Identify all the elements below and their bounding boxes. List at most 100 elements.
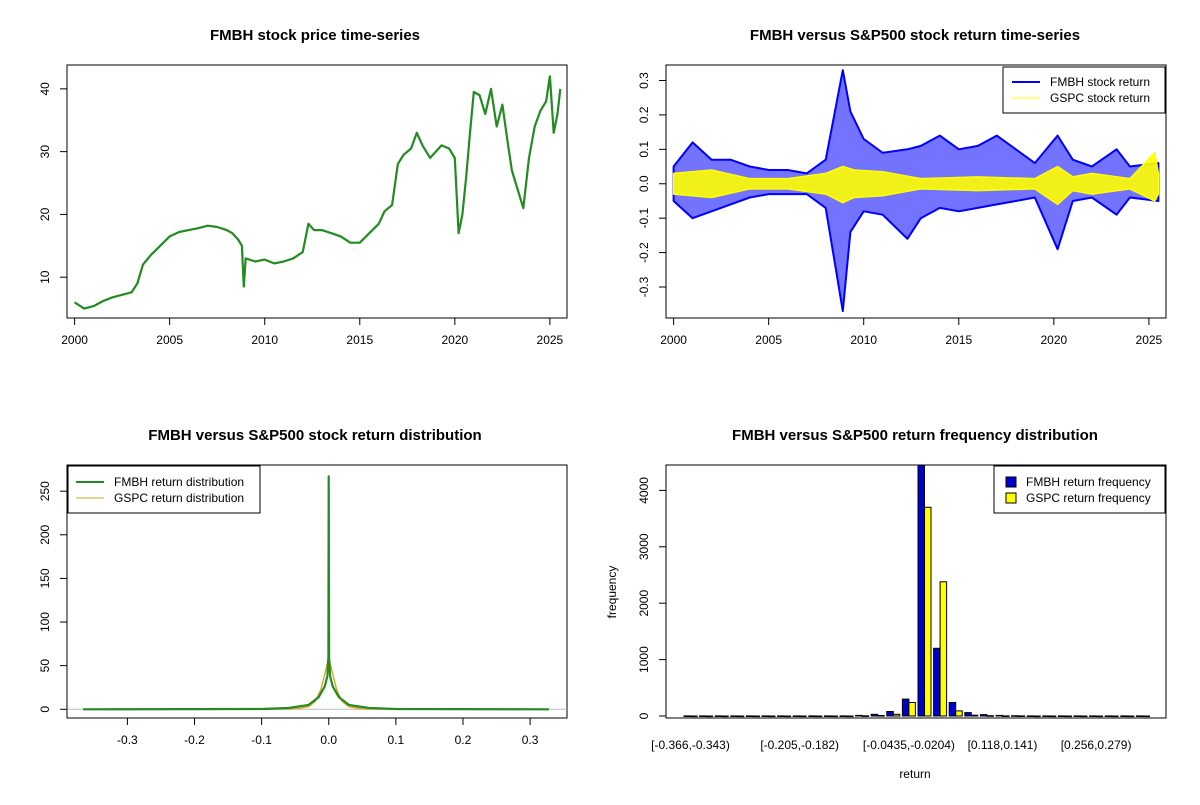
frequency-bar-gspc bbox=[970, 714, 979, 717]
frequency-bar-fmbh bbox=[699, 715, 707, 718]
price-chart: FMBH stock price time-series 2000 2005 201… bbox=[38, 27, 568, 347]
density-x-tick-label: -0.3 bbox=[117, 733, 138, 747]
price-line bbox=[73, 75, 562, 310]
frequency-bar-fmbh bbox=[855, 714, 863, 717]
frequency-bar-gspc bbox=[861, 715, 870, 717]
returns-legend-label-fmbh: FMBH stock return bbox=[1050, 75, 1150, 89]
frequency-bar-gspc bbox=[892, 713, 901, 717]
frequency-bar-gspc bbox=[1064, 715, 1072, 718]
density-y-tick-label: 100 bbox=[38, 612, 52, 632]
frequency-x-tick-label: [0.118,0.141) bbox=[968, 738, 1038, 752]
price-y-tick-label: 40 bbox=[38, 82, 52, 96]
frequency-bar-gspc bbox=[830, 715, 838, 718]
returns-x-tick-label: 2015 bbox=[945, 333, 972, 347]
frequency-bar-fmbh bbox=[1135, 715, 1144, 718]
price-x-axis: 2000 2005 2010 2015 2020 2025 bbox=[61, 317, 564, 347]
frequency-x-label: return bbox=[899, 767, 930, 781]
frequency-legend-swatch-fmbh bbox=[1005, 476, 1017, 488]
frequency-bar-fmbh bbox=[761, 715, 769, 718]
frequency-x-tick-label: [-0.366,-0.343) bbox=[651, 738, 730, 752]
returns-y-tick-label: -0.1 bbox=[637, 208, 651, 229]
density-x-tick-label: 0.2 bbox=[455, 733, 472, 747]
returns-x-axis: 2000 2005 2010 2015 2020 2025 bbox=[660, 317, 1163, 347]
density-y-tick-label: 150 bbox=[38, 568, 52, 588]
frequency-legend-label-gspc: GSPC return frequency bbox=[1026, 491, 1151, 505]
frequency-bar-fmbh bbox=[745, 715, 754, 718]
frequency-x-tick-label: [0.256,0.279) bbox=[1061, 738, 1132, 752]
density-chart-title: FMBH versus S&P500 stock return distribu… bbox=[148, 427, 481, 444]
density-x-tick-label: 0.1 bbox=[388, 733, 405, 747]
price-x-tick-label: 2005 bbox=[156, 333, 183, 347]
price-x-tick-label: 2000 bbox=[61, 333, 88, 347]
frequency-bar-fmbh bbox=[683, 715, 691, 718]
returns-x-tick-label: 2000 bbox=[660, 333, 687, 347]
returns-series-group bbox=[672, 69, 1160, 313]
frequency-bar-fmbh bbox=[1057, 715, 1066, 718]
frequency-bar-fmbh bbox=[1104, 715, 1113, 718]
returns-x-tick-label: 2010 bbox=[850, 333, 877, 347]
price-x-tick-label: 2015 bbox=[346, 333, 373, 347]
returns-y-axis: -0.3 -0.2 -0.1 0.0 0.1 0.2 0.3 bbox=[637, 72, 667, 297]
density-y-axis: 0 50 100 150 200 250 bbox=[38, 481, 68, 713]
returns-x-tick-label: 2025 bbox=[1136, 333, 1163, 347]
frequency-x-axis: [-0.366,-0.343) [-0.205,-0.182) [-0.0435,-… bbox=[651, 738, 1131, 752]
density-y-tick-label: 250 bbox=[38, 481, 52, 501]
frequency-bar-fmbh bbox=[1042, 715, 1050, 718]
returns-x-tick-label: 2020 bbox=[1040, 333, 1067, 347]
frequency-legend: FMBH return frequency GSPC return freque… bbox=[993, 465, 1166, 514]
frequency-bar-gspc bbox=[955, 710, 963, 717]
frequency-bar-fmbh bbox=[870, 713, 879, 717]
frequency-legend-swatch-gspc bbox=[1005, 492, 1017, 504]
frequency-bar-fmbh bbox=[1073, 715, 1081, 718]
price-y-tick-label: 10 bbox=[38, 270, 52, 284]
density-x-tick-label: -0.2 bbox=[184, 733, 205, 747]
density-legend-label-gspc: GSPC return distribution bbox=[114, 491, 244, 505]
frequency-bar-gspc bbox=[1017, 715, 1026, 718]
frequency-bar-fmbh bbox=[1026, 715, 1035, 718]
returns-legend-label-gspc: GSPC stock return bbox=[1050, 91, 1150, 105]
frequency-y-label: frequency bbox=[605, 566, 619, 619]
frequency-bar-gspc bbox=[1033, 715, 1041, 718]
frequency-y-tick-label: 3000 bbox=[637, 533, 651, 560]
density-series-group bbox=[67, 475, 567, 711]
frequency-bar-gspc bbox=[1080, 715, 1088, 718]
frequency-bar-fmbh bbox=[823, 715, 832, 718]
frequency-chart-title: FMBH versus S&P500 return frequency dist… bbox=[732, 427, 1098, 444]
frequency-y-axis: 0 1000 2000 3000 4000 bbox=[637, 477, 667, 719]
returns-y-tick-label: -0.2 bbox=[637, 242, 651, 263]
frequency-bar-gspc bbox=[908, 702, 916, 717]
frequency-bar-fmbh bbox=[995, 714, 1003, 717]
density-legend-box bbox=[67, 465, 261, 514]
frequency-bar-fmbh bbox=[917, 464, 925, 717]
frequency-bar-gspc bbox=[1142, 715, 1150, 718]
frequency-bar-fmbh bbox=[808, 715, 816, 718]
returns-legend: FMBH stock return GSPC stock return bbox=[1002, 66, 1166, 114]
frequency-bar-fmbh bbox=[730, 715, 738, 718]
price-y-tick-label: 30 bbox=[38, 145, 52, 159]
density-y-tick-label: 200 bbox=[38, 524, 52, 544]
frequency-bar-fmbh bbox=[1011, 715, 1019, 717]
frequency-bar-gspc bbox=[783, 715, 792, 718]
frequency-bar-gspc bbox=[1111, 715, 1119, 718]
frequency-y-tick-label: 0 bbox=[637, 712, 651, 719]
frequency-y-tick-label: 1000 bbox=[637, 646, 651, 673]
frequency-bar-gspc bbox=[939, 581, 948, 717]
frequency-bar-gspc bbox=[705, 715, 714, 718]
frequency-bar-fmbh bbox=[933, 647, 941, 717]
frequency-bar-gspc bbox=[1095, 715, 1104, 718]
density-x-tick-label: 0.0 bbox=[320, 733, 337, 747]
frequency-bar-fmbh bbox=[964, 712, 972, 717]
returns-band-gspc bbox=[672, 152, 1160, 206]
frequency-y-tick-label: 2000 bbox=[637, 590, 651, 617]
price-y-axis: 10 20 30 40 bbox=[38, 82, 68, 284]
price-y-tick-label: 20 bbox=[38, 207, 52, 221]
frequency-legend-box bbox=[993, 465, 1166, 514]
density-y-tick-label: 0 bbox=[38, 706, 52, 713]
frequency-bar-fmbh bbox=[1120, 715, 1128, 718]
density-legend: FMBH return distribution GSPC return dis… bbox=[67, 465, 261, 514]
returns-x-tick-label: 2005 bbox=[755, 333, 782, 347]
returns-y-tick-label: 0.0 bbox=[637, 175, 651, 192]
frequency-chart: FMBH versus S&P500 return frequency dist… bbox=[605, 427, 1167, 781]
returns-chart-title: FMBH versus S&P500 stock return time-ser… bbox=[750, 27, 1080, 44]
frequency-bars-group bbox=[683, 464, 1150, 718]
